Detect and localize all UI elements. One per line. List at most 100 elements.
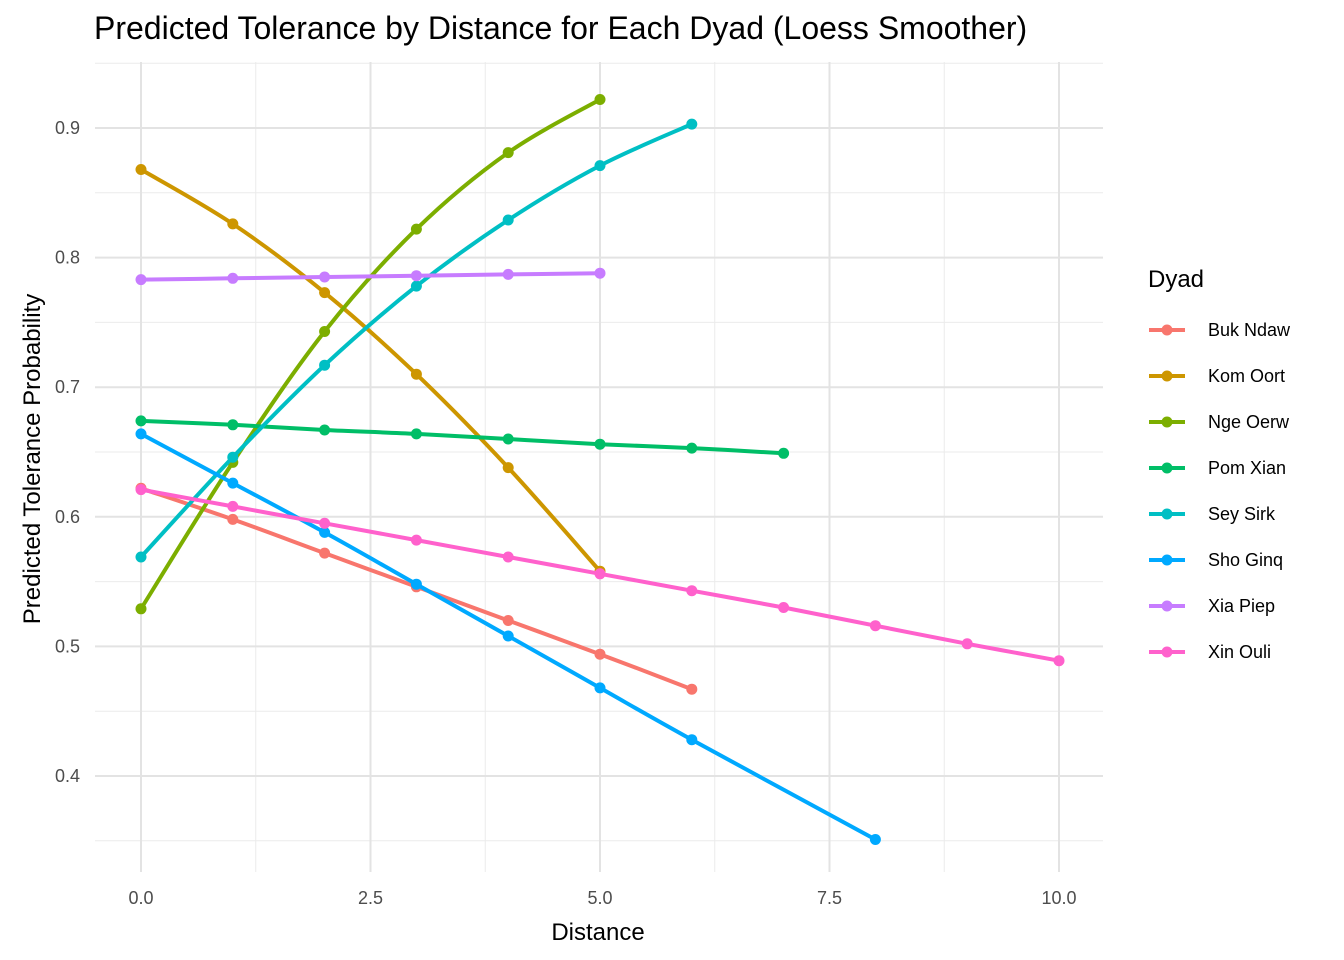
data-point-pom-xian <box>135 415 147 427</box>
series-kom-oort <box>135 164 606 577</box>
data-point-xia-piep <box>502 268 514 280</box>
data-point-pom-xian <box>410 428 422 440</box>
legend-label: Buk Ndaw <box>1208 320 1291 340</box>
data-point-sey-sirk <box>319 359 331 371</box>
data-point-sey-sirk <box>502 214 514 226</box>
legend-label: Pom Xian <box>1208 458 1286 478</box>
legend-title: Dyad <box>1148 266 1204 293</box>
x-tick-label: 0.0 <box>128 888 153 908</box>
legend-key-point <box>1161 646 1173 658</box>
data-point-sho-ginq <box>410 578 422 590</box>
data-point-sey-sirk <box>135 551 147 563</box>
data-point-buk-ndaw <box>319 547 331 559</box>
data-point-buk-ndaw <box>227 513 239 525</box>
data-point-xin-ouli <box>686 585 698 597</box>
x-tick-label: 10.0 <box>1041 888 1076 908</box>
data-point-pom-xian <box>227 419 239 431</box>
legend-item-sey-sirk: Sey Sirk <box>1149 504 1276 524</box>
x-tick-label: 5.0 <box>587 888 612 908</box>
legend-label: Xia Piep <box>1208 596 1275 616</box>
data-point-kom-oort <box>227 218 239 230</box>
legend-label: Kom Oort <box>1208 366 1285 386</box>
y-tick-label: 0.4 <box>55 766 80 786</box>
legend-key-point <box>1161 324 1173 336</box>
legend-item-sho-ginq: Sho Ginq <box>1149 550 1283 570</box>
series-pom-xian <box>135 415 790 459</box>
data-point-sho-ginq <box>227 477 239 489</box>
series-line-sey-sirk <box>139 122 693 559</box>
data-point-buk-ndaw <box>686 683 698 695</box>
legend-key-point <box>1161 508 1173 520</box>
data-point-pom-xian <box>319 424 331 436</box>
series-layer <box>135 94 1065 845</box>
chart-title: Predicted Tolerance by Distance for Each… <box>94 10 1028 46</box>
data-point-pom-xian <box>594 438 606 450</box>
data-point-xin-ouli <box>410 534 422 546</box>
legend-item-pom-xian: Pom Xian <box>1149 458 1286 478</box>
data-point-buk-ndaw <box>502 615 514 626</box>
y-tick-label: 0.7 <box>55 377 80 397</box>
y-tick-label: 0.8 <box>55 248 80 268</box>
y-tick-label: 0.6 <box>55 507 80 527</box>
grid-layer <box>95 62 1103 872</box>
data-point-buk-ndaw <box>594 648 606 660</box>
x-tick-label: 2.5 <box>358 888 383 908</box>
legend-label: Sey Sirk <box>1208 504 1276 524</box>
data-point-sey-sirk <box>686 118 698 130</box>
data-point-nge-oerw <box>502 147 514 159</box>
data-point-xin-ouli <box>961 638 973 650</box>
data-point-xia-piep <box>410 270 422 282</box>
data-point-xin-ouli <box>869 620 881 632</box>
data-point-sho-ginq <box>135 428 147 440</box>
data-point-sho-ginq <box>502 630 514 642</box>
series-sey-sirk <box>135 118 698 563</box>
data-point-nge-oerw <box>135 603 147 615</box>
legend-item-nge-oerw: Nge Oerw <box>1149 412 1290 432</box>
series-xia-piep <box>135 267 606 286</box>
data-point-xin-ouli <box>594 568 606 580</box>
legend-item-xia-piep: Xia Piep <box>1149 596 1275 616</box>
y-tick-label: 0.9 <box>55 118 80 138</box>
series-line-kom-oort <box>139 167 602 573</box>
data-point-pom-xian <box>778 447 790 459</box>
legend-label: Xin Ouli <box>1208 642 1271 662</box>
x-axis-title: Distance <box>551 919 644 946</box>
legend-item-kom-oort: Kom Oort <box>1149 366 1285 386</box>
y-tick-label: 0.5 <box>55 636 80 656</box>
legend-key-point <box>1161 462 1173 474</box>
data-point-xin-ouli <box>1053 655 1065 667</box>
data-point-sho-ginq <box>869 834 881 845</box>
data-point-kom-oort <box>319 287 331 299</box>
data-point-xin-ouli <box>135 484 147 496</box>
data-point-nge-oerw <box>594 94 606 105</box>
legend-key-point <box>1161 416 1173 428</box>
data-point-xin-ouli <box>778 602 790 613</box>
x-tick-label: 7.5 <box>817 888 842 908</box>
tick-layer: 0.0 2.5 5.0 7.5 10.0 0.4 0.5 0.6 0.7 0.8 0.9 <box>55 118 1077 908</box>
data-point-kom-oort <box>135 164 147 175</box>
data-point-xia-piep <box>135 274 147 286</box>
legend-label: Sho Ginq <box>1208 550 1283 570</box>
data-point-xin-ouli <box>227 500 239 512</box>
y-axis-title: Predicted Tolerance Probability <box>19 294 46 624</box>
legend-key-point <box>1161 600 1173 612</box>
legend-key-point <box>1161 554 1173 566</box>
data-point-sho-ginq <box>319 526 331 538</box>
legend-label: Nge Oerw <box>1208 412 1290 432</box>
series-line-xia-piep <box>140 271 601 282</box>
data-point-xia-piep <box>594 267 606 279</box>
series-line-pom-xian <box>140 418 784 456</box>
data-point-nge-oerw <box>319 326 331 337</box>
legend-key-point <box>1161 370 1173 382</box>
data-point-xin-ouli <box>502 551 514 563</box>
data-point-xia-piep <box>319 271 331 283</box>
data-point-xia-piep <box>227 272 239 284</box>
data-point-sey-sirk <box>594 160 606 172</box>
data-point-xin-ouli <box>319 517 331 529</box>
data-point-kom-oort <box>502 462 514 474</box>
data-point-pom-xian <box>686 442 698 454</box>
legend-item-xin-ouli: Xin Ouli <box>1149 642 1271 662</box>
data-point-sey-sirk <box>410 280 422 292</box>
legend-item-buk-ndaw: Buk Ndaw <box>1149 320 1291 340</box>
